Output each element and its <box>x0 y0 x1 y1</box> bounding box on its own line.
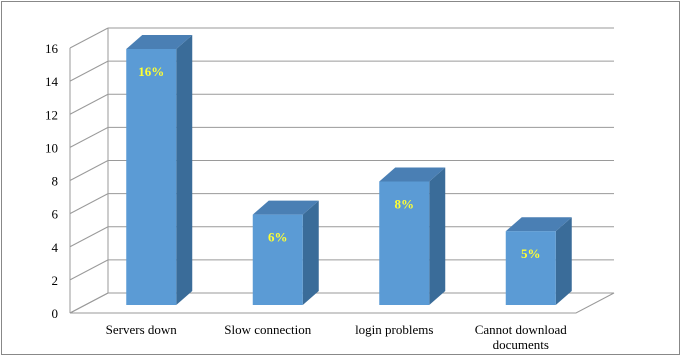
chart-floor <box>69 292 615 314</box>
bar-top <box>252 200 319 215</box>
y-tick-label: 16 <box>45 41 59 56</box>
data-label: 16% <box>138 64 164 79</box>
gridline-diagonal <box>69 193 109 215</box>
gridline-diagonal <box>69 93 109 115</box>
bar-layer <box>126 35 572 305</box>
gridline-diagonal <box>69 60 109 82</box>
bar-4 <box>505 217 572 305</box>
x-tick-label-line: documents <box>493 337 549 352</box>
y-tick-label: 12 <box>45 107 58 122</box>
y-tick-label: 8 <box>52 174 59 189</box>
x-tick-label-line: Cannot download <box>475 322 568 337</box>
bar-front <box>505 231 556 305</box>
x-tick-label-line: Servers down <box>106 322 178 337</box>
axis-layer: 0 2 4 6 8 10 12 14 16 <box>45 41 71 321</box>
x-tick-label-line: login problems <box>355 322 433 337</box>
x-tick-label: login problems <box>355 322 433 337</box>
data-label: 8% <box>395 197 415 212</box>
x-tick-label: Servers down <box>106 322 178 337</box>
bar-top <box>126 35 193 49</box>
bar-top <box>379 167 446 182</box>
y-tick-label: 4 <box>52 240 59 255</box>
gridline-diagonal <box>69 27 109 49</box>
y-tick-label: 10 <box>45 140 58 155</box>
y-tick-label: 6 <box>52 207 59 222</box>
bar-1 <box>126 35 193 305</box>
x-tick-label-line: Slow connection <box>224 322 312 337</box>
y-tick-label: 14 <box>45 74 59 89</box>
bar-side <box>429 167 446 305</box>
bar-front <box>126 49 177 305</box>
bar-top <box>505 217 572 232</box>
bar-front <box>379 181 430 305</box>
bar-3 <box>379 167 446 305</box>
x-tick-label: Cannot download documents <box>475 322 568 352</box>
bar-side <box>555 217 572 305</box>
gridline-diagonal <box>69 226 109 248</box>
bar-2 <box>252 200 319 305</box>
data-label: 5% <box>521 246 541 261</box>
gridline-diagonal <box>69 160 109 181</box>
x-tick-label: Slow connection <box>224 322 312 337</box>
label-layer: 16% Servers down 6% Slow connection 8% login … <box>106 64 568 352</box>
data-label: 6% <box>268 230 288 245</box>
y-tick-label: 2 <box>52 273 59 288</box>
bar-side <box>302 200 319 305</box>
gridline-diagonal <box>69 126 109 148</box>
gridline-diagonal <box>69 259 109 281</box>
y-tick-label: 0 <box>52 306 59 321</box>
bar-side <box>176 35 193 305</box>
bar-front <box>252 214 303 305</box>
